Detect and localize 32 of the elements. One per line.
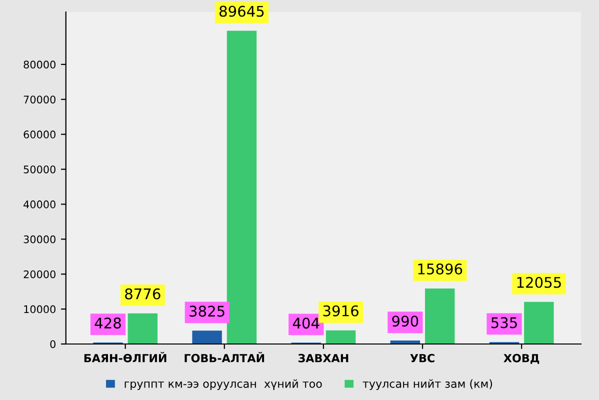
x-tick-label: УВС (410, 354, 434, 362)
data-label: 3916 (323, 305, 358, 316)
y-tick-label: 80000 (24, 60, 56, 69)
x-tick-label: ХОВД (504, 354, 540, 364)
data-label: 990 (392, 316, 418, 327)
data-label: 8776 (125, 288, 160, 300)
y-tick-label: 40000 (24, 200, 56, 208)
x-tick-label: БАЯН-ӨЛГИЙ (84, 352, 166, 362)
data-label: 3825 (190, 306, 224, 317)
y-tick-label: 20000 (24, 270, 56, 278)
x-tick-label: ГОВЬ-АЛТАЙ (184, 352, 264, 362)
y-tick-label: 30000 (24, 235, 56, 244)
data-label: 12055 (517, 276, 561, 288)
bar (425, 288, 455, 344)
data-label: 15896 (418, 263, 462, 275)
y-tick-label: 0 (50, 340, 56, 348)
bar (326, 330, 356, 344)
legend-label: туулсан нийт зам (км) (362, 379, 492, 390)
y-tick-label: 50000 (24, 165, 56, 174)
data-label: 428 (94, 318, 121, 329)
bar (192, 330, 222, 344)
y-tick-label: 60000 (24, 130, 56, 138)
bar (128, 313, 158, 344)
y-tick-label: 10000 (24, 305, 56, 314)
bar (226, 30, 257, 344)
data-label: 89645 (220, 6, 264, 17)
legend-label: группт км-ээ оруулсан хүний тоо (124, 379, 322, 390)
y-tick-label: 70000 (24, 96, 56, 104)
data-label: 404 (292, 318, 320, 329)
bar (524, 302, 554, 344)
data-label: 535 (491, 317, 517, 328)
x-tick-label: ЗАВХАН (298, 354, 348, 362)
